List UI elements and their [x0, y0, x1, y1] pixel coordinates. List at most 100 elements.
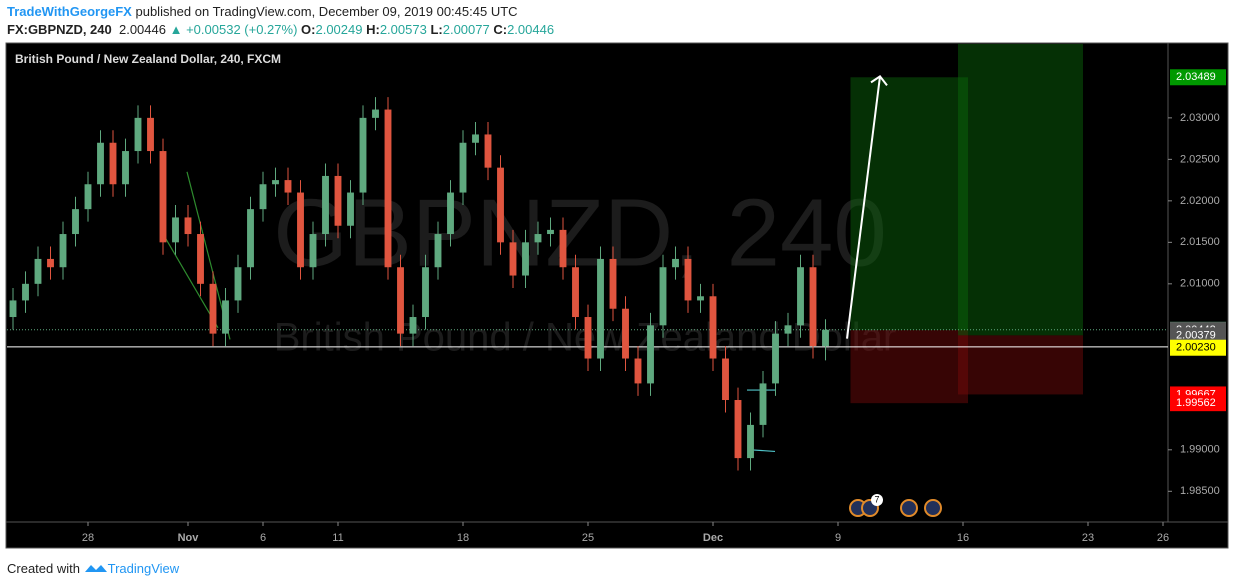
candle-body: [259, 184, 267, 210]
candle-body: [622, 308, 629, 359]
candle-body: [272, 180, 279, 185]
h-val: 2.00573: [379, 22, 427, 37]
trendline: [750, 449, 776, 453]
logo: [84, 565, 107, 572]
candle-body: [9, 300, 17, 318]
candle-body: [422, 267, 429, 318]
candle-body: [447, 192, 454, 235]
c-val: 2.00446: [507, 22, 555, 37]
candle-body: [472, 134, 479, 143]
candle-body: [572, 267, 579, 318]
author[interactable]: TradeWithGeorgeFX: [7, 4, 132, 19]
symbol: FX:GBPNZD, 240: [7, 22, 112, 37]
candle-body: [209, 283, 217, 334]
x-tick-label: 9: [835, 532, 841, 544]
candle-body: [772, 333, 779, 384]
candle-body: [734, 400, 742, 459]
candle-body: [184, 217, 192, 235]
candle-body: [709, 296, 717, 359]
x-tick-label: 6: [260, 532, 266, 544]
candle-body: [497, 167, 504, 243]
candle-body: [684, 258, 692, 301]
o-key: O:: [301, 22, 316, 37]
candle-body: [397, 267, 404, 334]
candle-body: [747, 424, 754, 459]
published: published on TradingView.com, December 0…: [135, 4, 518, 19]
c-key: C:: [493, 22, 508, 37]
y-tick-label: 2.01500: [1180, 236, 1220, 248]
level-tag-bg: [1170, 339, 1226, 356]
x-tick-label: 25: [582, 532, 594, 544]
price-tag: 2.00379: [1176, 329, 1216, 341]
x-tick-label: 16: [957, 532, 969, 544]
change: ▲ +0.00532 (+0.27%): [169, 22, 298, 37]
candle-body: [634, 358, 642, 384]
x-tick-label: 11: [332, 532, 343, 544]
candle-body: [784, 325, 792, 334]
arrow: [846, 76, 881, 339]
x-tick-label: Dec: [703, 532, 723, 544]
price-tag-bg: [1170, 69, 1226, 86]
event-icon: [924, 499, 942, 517]
created: Created with: [7, 561, 80, 576]
candle-body: [72, 209, 79, 235]
candle-body: [722, 358, 729, 401]
candle-body: [534, 234, 542, 243]
candle-body: [222, 300, 229, 334]
candle-body: [547, 229, 554, 235]
candle-body: [597, 258, 604, 359]
candle-body: [809, 267, 817, 347]
x-tick-label: Nov: [178, 532, 200, 544]
event-badge-bg: [871, 494, 883, 506]
candle-body: [59, 234, 67, 268]
price-tag: 2.03489: [1176, 71, 1216, 83]
last: 2.00446: [118, 22, 166, 37]
footer: Created with TradingView: [7, 561, 179, 576]
level-tag: 2.00230: [1176, 342, 1216, 354]
candle-body: [172, 217, 179, 243]
y-tick-label: 2.02000: [1180, 195, 1220, 207]
o-val: 2.00249: [315, 22, 363, 37]
price-tag-bg: [1170, 395, 1226, 412]
y-tick-label: 1.98500: [1180, 485, 1220, 497]
x-tick-label: 18: [457, 532, 469, 544]
y-tick-label: 2.03000: [1180, 112, 1220, 124]
candle-body: [647, 325, 654, 384]
candle-body: [22, 283, 29, 301]
candle-body: [309, 234, 317, 268]
l-val: 2.00077: [442, 22, 490, 37]
candle-body: [347, 192, 354, 226]
event-icon: [900, 499, 918, 517]
candle-body: [697, 296, 704, 301]
candle-body: [234, 267, 242, 301]
candle-body: [759, 383, 767, 425]
chart: GBPNZD, 240 British Pound / New Zealand D…: [5, 42, 1229, 549]
profit-zone: [958, 44, 1083, 336]
candle-body: [659, 267, 667, 326]
candle-body: [84, 184, 92, 210]
chart-title: British Pound / New Zealand Dollar, 240,…: [15, 52, 281, 66]
plot: GBPNZD, 240 British Pound / New Zealand D…: [7, 44, 1168, 517]
event-badge: 7: [874, 494, 879, 504]
candle-body: [247, 209, 254, 268]
candle-body: [609, 258, 617, 309]
candle-body: [384, 109, 392, 268]
arrow-head: [870, 75, 888, 86]
candle-body: [484, 134, 492, 168]
candle-body: [134, 117, 142, 152]
candle-body: [47, 258, 54, 268]
candle-body: [297, 192, 304, 268]
candle-body: [147, 117, 154, 152]
x-tick-label: 28: [82, 532, 94, 544]
candle-body: [322, 175, 329, 235]
candle-body: [359, 117, 367, 193]
candle-body: [509, 242, 517, 276]
trendline: [164, 237, 219, 329]
candle-body: [284, 180, 292, 193]
brand[interactable]: TradingView: [107, 561, 180, 576]
candle-body: [459, 142, 467, 193]
price-tag-bg: [1170, 327, 1226, 344]
candle-body: [372, 109, 379, 118]
header-line: TradeWithGeorgeFX published on TradingVi…: [7, 4, 518, 19]
